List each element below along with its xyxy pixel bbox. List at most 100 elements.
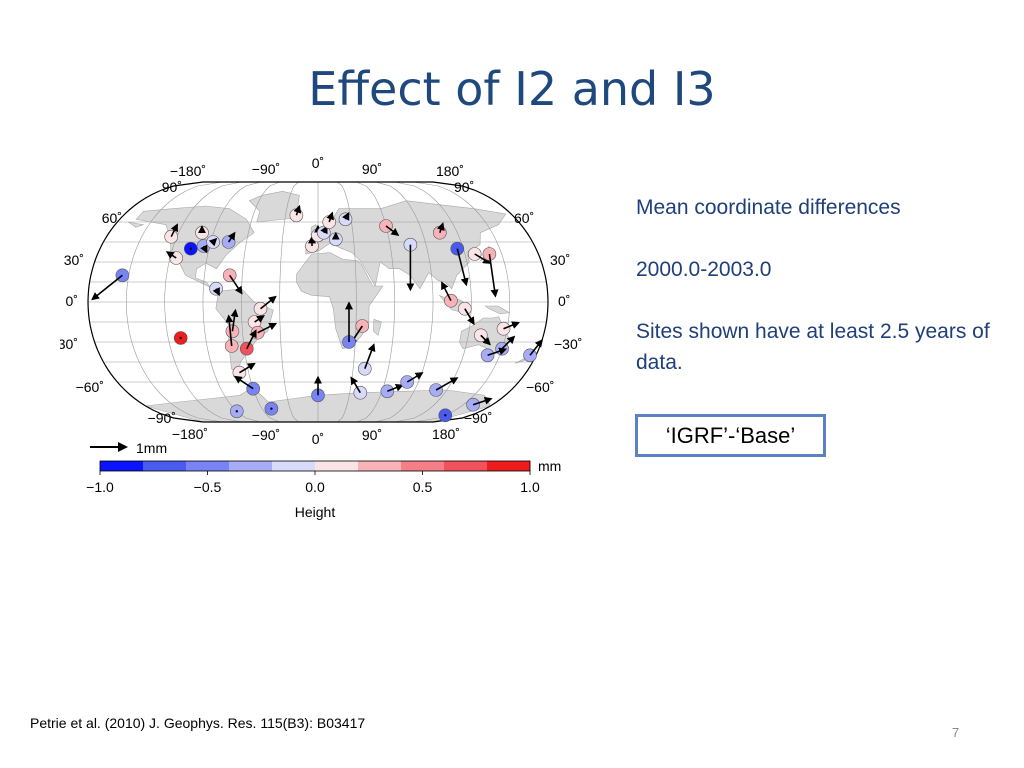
displacement-arrow: [441, 281, 452, 302]
displacement-arrow: [165, 251, 177, 259]
displacement-arrow: [385, 225, 400, 236]
notes-line-mean: Mean coordinate differences: [636, 196, 901, 219]
lat-label-left: −60˚: [76, 379, 104, 395]
displacement-arrow: [91, 274, 123, 301]
notes-text: Mean coordinate differences 2000.0-2003.…: [636, 192, 996, 409]
citation: Petrie et al. (2010) J. Geophys. Res. 11…: [30, 715, 366, 731]
displacement-arrow: [227, 231, 236, 243]
lon-label-top: 90˚: [362, 161, 382, 177]
site-marker: [353, 385, 368, 400]
displacement-arrow: [529, 339, 543, 356]
displacement-arrow: [456, 248, 469, 287]
colorbar-unit: mm: [538, 458, 561, 474]
displacement-arrow: [257, 322, 278, 334]
displacement-arrow: [246, 329, 257, 350]
lat-label-right: 60˚: [514, 210, 534, 226]
displacement-arrow: [480, 334, 491, 346]
landmass-11: [373, 318, 382, 336]
displacement-arrow: [342, 211, 350, 221]
site-marker: [466, 397, 480, 412]
slide-title: Effect of I2 and I3: [308, 62, 716, 116]
lat-label-left: 60˚: [102, 210, 122, 226]
lat-label-right: −30˚: [554, 336, 582, 352]
displacement-arrow: [254, 315, 265, 323]
colorbar-segment: [401, 461, 445, 471]
lat-label-right: 30˚: [550, 252, 570, 268]
displacement-arrow: [212, 287, 220, 297]
displacement-arrow: [406, 372, 424, 383]
lon-label-top: −180˚: [170, 163, 206, 179]
colorbar-tick-label: −1.0: [86, 479, 114, 495]
site-center-dot: [235, 410, 238, 413]
world-map-svg: −180˚ −90˚ 0˚ 90˚ 180˚−180˚ −90˚ 0˚ 90˚ 180˚90˚6…: [60, 155, 582, 520]
displacement-arrow: [200, 244, 208, 254]
colorbar-segment: [186, 461, 230, 471]
colorbar-segment: [444, 461, 488, 471]
displacement-arrow: [225, 314, 234, 347]
graticule-labels: −180˚ −90˚ 0˚ 90˚ 180˚−180˚ −90˚ 0˚ 90˚ 180˚90˚6…: [60, 155, 582, 447]
lon-label-top: 0˚: [312, 155, 324, 171]
site-marker: [357, 361, 372, 376]
lat-label-right: −60˚: [526, 379, 554, 395]
displacement-arrow: [230, 308, 239, 332]
colorbar-segment: [315, 461, 359, 471]
displacement-arrow: [208, 237, 218, 247]
colorbar-tick-label: 0.5: [413, 479, 433, 495]
site-marker: [496, 321, 511, 336]
lon-label-bottom: −90˚: [252, 427, 280, 443]
lat-label-left: −90˚: [148, 410, 176, 426]
page-number: 7: [952, 725, 960, 740]
site-marker: [222, 268, 237, 283]
displacement-arrow: [436, 222, 445, 233]
colorbar-segment: [100, 461, 144, 471]
colorbar-tick-label: 0.0: [305, 479, 325, 495]
lat-label-right: 90˚: [454, 179, 474, 195]
colorbar-segment: [229, 461, 273, 471]
lon-label-bottom: 180˚: [432, 426, 460, 442]
displacement-arrow: [464, 308, 475, 326]
site-center-dot: [444, 414, 447, 417]
colorbar-segment: [358, 461, 402, 471]
colorbar-segment: [143, 461, 187, 471]
lon-label-bottom: −180˚: [172, 426, 208, 442]
displacement-arrow: [326, 211, 334, 223]
site-center-dot: [270, 407, 273, 410]
site-marker: [240, 341, 254, 356]
landmass-5: [128, 221, 145, 228]
notes-line-period: 2000.0-2003.0: [636, 258, 772, 281]
displacement-arrow: [487, 347, 508, 357]
landmass-13: [484, 305, 511, 315]
arrow-scale-legend: 1mm: [90, 440, 167, 456]
displacement-arrow: [435, 377, 459, 391]
site-center-dot: [189, 247, 192, 250]
height-colorbar: −1.0 −0.5 0.0 0.5 1.0 mm Height: [86, 458, 561, 520]
displacement-arrow: [472, 396, 493, 406]
displacement-arrow: [364, 343, 376, 369]
lat-label-left: −30˚: [60, 336, 78, 352]
displacement-arrow: [238, 362, 256, 374]
scale-label: 1mm: [136, 440, 167, 456]
model-difference-label: ‘IGRF’-‘Base’: [635, 414, 826, 457]
displacement-arrow: [233, 375, 254, 390]
displacement-arrow: [229, 274, 243, 295]
lon-label-bottom: 90˚: [362, 427, 382, 443]
lat-label-right: −90˚: [464, 410, 492, 426]
lat-label-left: 30˚: [64, 252, 84, 268]
displacement-arrow: [488, 253, 499, 298]
lat-label-right: 0˚: [558, 293, 570, 309]
displacement-arrow: [387, 383, 404, 393]
height-map-figure: −180˚ −90˚ 0˚ 90˚ 180˚ −180˚ −90˚ 0˚ 90˚ 180˚ 90˚ 6…: [60, 150, 600, 540]
displacement-arrow: [503, 321, 520, 330]
displacement-arrow: [474, 253, 492, 264]
site-center-dot: [179, 336, 182, 340]
lat-label-left: 90˚: [162, 179, 182, 195]
colorbar-tick-label: 1.0: [520, 479, 540, 495]
colorbar-title: Height: [295, 504, 336, 520]
lon-label-bottom: 0˚: [312, 431, 324, 447]
lon-label-top: 180˚: [436, 163, 464, 179]
displacement-arrow: [293, 204, 302, 216]
site-marker: [246, 381, 260, 396]
site-markers: [91, 204, 543, 423]
notes-line-sites: Sites shown have at least 2.5 years of d…: [636, 320, 990, 374]
displacement-arrow: [350, 376, 361, 394]
